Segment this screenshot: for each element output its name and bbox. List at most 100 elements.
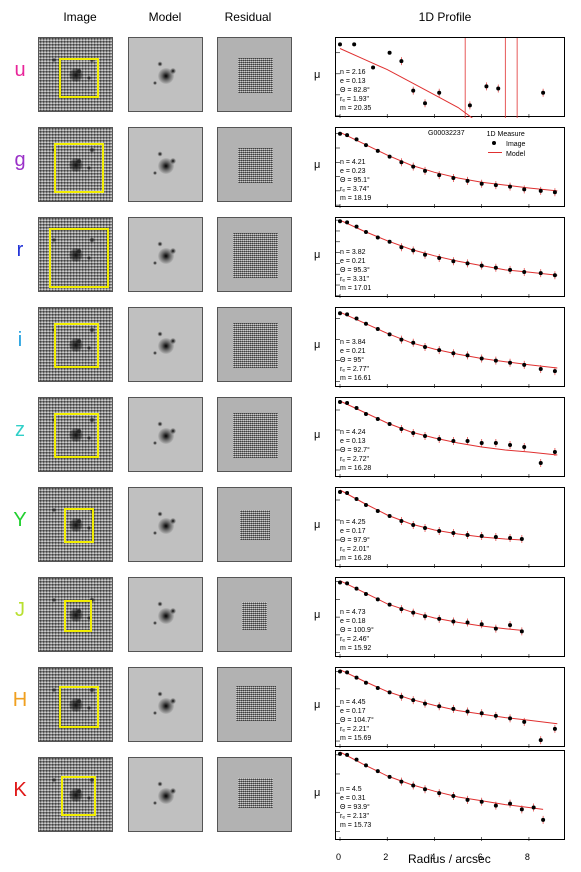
data-point — [479, 441, 484, 445]
data-point — [552, 369, 557, 374]
data-point — [552, 726, 557, 731]
profile-svg: 2021222324252627 — [336, 219, 558, 298]
fit-parameters: n = 4.21 e = 0.23 Θ = 95.1° rₑ = 3.74" m = 1… — [340, 158, 371, 203]
mu-axis-label: μ — [314, 159, 321, 171]
model-panel — [128, 667, 203, 742]
model-blob — [157, 427, 174, 444]
data-point — [411, 248, 416, 253]
model-blob — [169, 67, 176, 74]
source-blob — [76, 158, 82, 164]
data-point — [411, 610, 416, 615]
data-point — [411, 698, 416, 703]
mu-axis-label: μ — [314, 699, 321, 711]
yellow-box — [59, 686, 99, 728]
yellow-box — [61, 776, 96, 816]
mu-axis-label: μ — [314, 787, 321, 799]
mu-axis-label: μ — [314, 339, 321, 351]
profile-svg: 20222426 — [336, 311, 558, 388]
data-point — [399, 607, 404, 612]
profile-svg: 222324252627 — [336, 131, 558, 208]
fit-parameter: m = 17.01 — [340, 285, 372, 293]
data-point — [371, 65, 376, 70]
image-panel — [38, 397, 113, 472]
data-point — [552, 450, 557, 454]
profile-svg: 1820222426 — [336, 669, 558, 748]
data-point — [493, 265, 498, 270]
data-point — [484, 84, 489, 89]
model-panel — [128, 307, 203, 382]
data-point — [387, 514, 392, 518]
fit-parameter: Θ = 100.9° — [340, 627, 374, 635]
source-blob — [86, 166, 91, 171]
source-blob — [89, 417, 95, 423]
band-label: g — [14, 149, 26, 171]
model-panel — [128, 37, 203, 112]
fit-parameter: n = 3.84 — [340, 339, 366, 347]
data-point — [411, 88, 416, 93]
data-point — [522, 362, 527, 367]
model-panel — [128, 127, 203, 202]
residual-noise — [238, 778, 273, 808]
data-point — [387, 239, 392, 244]
model-blob — [152, 711, 157, 716]
fit-parameter: e = 0.17 — [340, 528, 366, 536]
data-point — [354, 497, 359, 501]
header-image: Image — [63, 10, 97, 24]
fit-parameter: m = 20.35 — [340, 105, 372, 113]
data-point — [354, 586, 359, 591]
band-label: H — [12, 689, 28, 711]
data-point — [479, 181, 484, 186]
data-point — [338, 131, 342, 136]
profile-svg: 1820222426 — [336, 751, 546, 841]
data-point — [479, 711, 484, 716]
model-blob — [157, 781, 163, 787]
data-point — [508, 267, 513, 272]
model-blob — [157, 241, 163, 247]
data-point — [345, 220, 350, 225]
residual-noise — [238, 148, 273, 183]
x-tick-label: 4 — [430, 852, 436, 862]
residual-noise — [236, 686, 276, 721]
data-point — [375, 509, 380, 513]
source-blob — [86, 706, 91, 711]
image-panel — [38, 217, 113, 292]
data-point — [437, 256, 442, 260]
data-point — [354, 406, 359, 410]
data-point — [345, 401, 350, 405]
fit-parameter: e = 0.13 — [340, 438, 366, 446]
data-point — [375, 148, 380, 153]
source-blob — [51, 777, 56, 782]
fit-parameter: rₑ = 2.46" — [340, 636, 370, 644]
residual-panel — [217, 487, 292, 562]
model-blob — [169, 427, 176, 434]
model-blob — [169, 607, 176, 614]
data-point — [437, 90, 442, 95]
model-panel — [128, 577, 203, 652]
source-blob — [51, 237, 56, 242]
model-blob — [157, 517, 174, 534]
data-point — [338, 311, 342, 316]
residual-panel — [217, 577, 292, 652]
fit-parameter: m = 18.19 — [340, 195, 372, 203]
profile-plot: 1820222426n = 4.45e = 0.17Θ = 104.7°rₑ =… — [335, 667, 565, 748]
data-point — [338, 580, 342, 585]
data-point — [423, 168, 428, 173]
model-blob — [157, 601, 163, 607]
source-blob — [51, 147, 56, 152]
fit-parameter: m = 15.73 — [340, 822, 372, 830]
image-panel — [38, 37, 113, 112]
data-point — [467, 103, 472, 108]
model-blob — [169, 157, 176, 164]
profile-svg: 24252627 — [336, 38, 546, 118]
fit-parameters: n = 4.24 e = 0.13 Θ = 92.7° rₑ = 2.72" m = 1… — [340, 428, 371, 473]
fit-parameters: n = 4.45 e = 0.17 Θ = 104.7° rₑ = 2.21" m = … — [340, 698, 374, 743]
fit-parameter: rₑ = 3.74" — [340, 186, 370, 194]
fit-parameter: n = 4.25 — [340, 519, 366, 527]
data-point — [338, 400, 342, 404]
data-point — [465, 261, 470, 266]
profile-plot: 1820222426n = 4.5e = 0.31Θ = 93.9°rₑ = 2… — [335, 750, 565, 841]
fit-parameter: n = 2.16 — [340, 69, 366, 77]
source-blob — [76, 68, 82, 74]
profile-plot: 222324252627n = 4.21e = 0.23Θ = 95.1°rₑ … — [335, 127, 565, 208]
source-blob — [51, 597, 56, 602]
